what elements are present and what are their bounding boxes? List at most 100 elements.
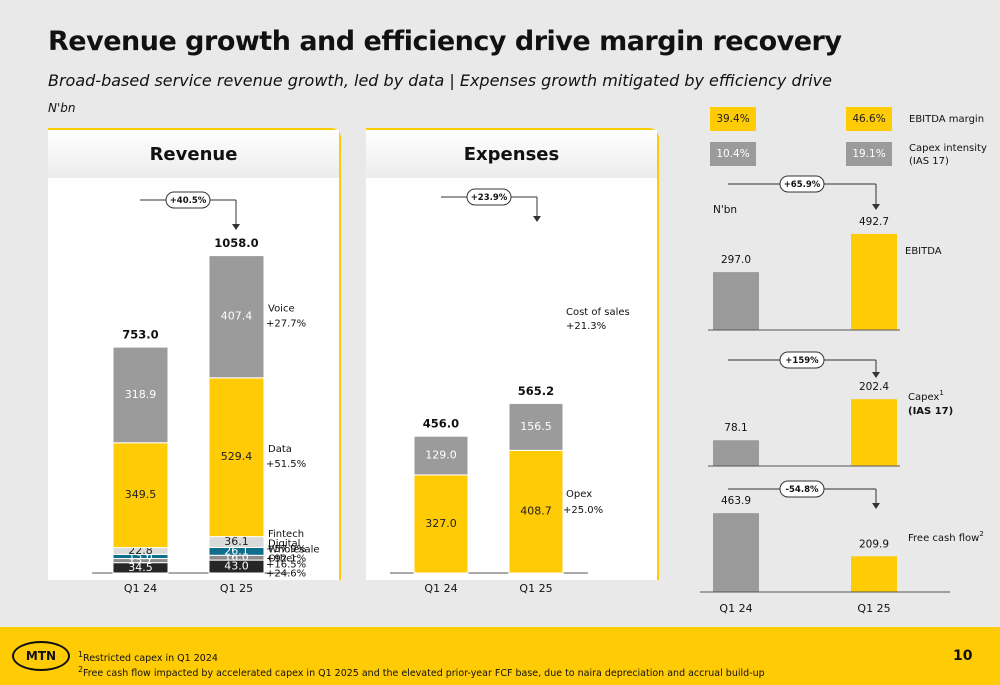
revenue-legend-name: Wholesale: [268, 545, 320, 556]
ratio-value: 19.1%: [852, 148, 885, 160]
right-growth-tag-659-bubble: [779, 175, 825, 193]
right-unit-label: N'bn: [713, 204, 737, 216]
expenses-bar-label: 327.0: [425, 517, 457, 530]
revenue-legend-growth: +24.6%: [266, 569, 306, 580]
revenue-growth-head: [232, 224, 240, 230]
page-number: 10: [953, 648, 973, 664]
revenue-legend-name: Data: [268, 444, 292, 455]
expenses-bar-cost-of-sales-0: [413, 435, 469, 476]
expenses-panel-title: Expenses: [366, 130, 657, 178]
ratio-label: EBITDA margin: [909, 114, 984, 125]
right-growth-tag-548-head: [872, 503, 880, 509]
revenue-total-label: 1058.0: [214, 236, 258, 250]
revenue-panel: Revenue: [48, 128, 341, 580]
expenses-bar-label: 129.0: [425, 449, 457, 462]
right-bar-capex-1: [851, 399, 897, 466]
right-growth-tag-659-label: +65.9%: [784, 180, 821, 190]
fcf-label: Free cash flow2: [908, 530, 984, 544]
right-growth-tag-159-head: [872, 372, 880, 378]
ratio-box-1-0: [710, 142, 756, 166]
capex-label: Capex1: [908, 389, 944, 403]
revenue-bar-data-1: [208, 377, 265, 538]
expenses-total-label: 565.2: [518, 384, 554, 398]
charts-canvas: Q1 24 Q1 2534.513.713.622.8349.5318.9753.…: [92, 107, 987, 615]
mtn-logo: MTN: [12, 641, 70, 671]
revenue-legend-growth: +51.5%: [266, 459, 306, 470]
revenue-bar-label: 36.1: [224, 535, 249, 548]
revenue-legend-name: Other: [268, 554, 297, 565]
revenue-bar-voice-0: [112, 346, 169, 444]
ratio-label: Capex intensity: [909, 143, 987, 154]
expenses-legend-growth: +21.3%: [566, 321, 606, 332]
revenue-legend-growth: +92.1%: [266, 553, 306, 564]
footer-bar: [0, 627, 1000, 685]
right-bar-capex-0: [713, 440, 759, 466]
right-bar-free-cash-flow-1: [851, 556, 897, 592]
right-growth-tag-659-head: [872, 204, 880, 210]
ratio-value: 46.6%: [852, 113, 885, 125]
revenue-bar-label: 349.5: [125, 488, 157, 501]
expenses-total-label: 456.0: [423, 417, 459, 431]
right-bar-value: 209.9: [859, 538, 889, 550]
right-category-label: Q1 25: [857, 602, 890, 615]
expenses-bar-label: 408.7: [520, 505, 552, 518]
revenue-legend-growth: +27.7%: [266, 319, 306, 330]
right-bar-value: 78.1: [724, 422, 747, 434]
right-bar-value: 463.9: [721, 495, 751, 507]
revenue-category-label: Q1 25: [220, 582, 253, 595]
right-category-label: Q1 24: [719, 602, 752, 615]
expenses-growth-bubble: [466, 188, 512, 206]
revenue-legend-name: Voice: [268, 304, 295, 315]
revenue-bar-label: 407.4: [221, 310, 253, 323]
right-growth-tag-548-bubble: [779, 480, 825, 498]
right-growth-tag-159-label: +159%: [785, 356, 819, 366]
revenue-bar-voice-1: [208, 255, 265, 379]
revenue-legend-growth: +16.5%: [266, 560, 306, 571]
expenses-category-label: Q1 25: [519, 582, 552, 595]
expenses-growth-head: [533, 216, 541, 222]
expenses-bar-cost-of-sales-1: [508, 402, 564, 451]
expenses-category-label: Q1 24: [424, 582, 457, 595]
expenses-bar-opex-1: [508, 449, 564, 574]
ratio-value: 10.4%: [716, 148, 749, 160]
page-title: Revenue growth and efficiency drive marg…: [48, 26, 842, 57]
revenue-category-label: Q1 24: [124, 582, 157, 595]
right-bar-value: 297.0: [721, 254, 751, 266]
expenses-legend-name: Opex: [566, 489, 592, 500]
expenses-growth-label: +23.9%: [471, 193, 508, 203]
right-bar-value: 202.4: [859, 381, 889, 393]
revenue-bar-label: 43.0: [224, 560, 249, 573]
ratio-box-1-1: [846, 142, 892, 166]
footnote-1: 1Restricted capex in Q1 2024: [78, 650, 218, 665]
expenses-bar-opex-0: [413, 474, 469, 574]
capex-label-2: (IAS 17): [908, 406, 953, 417]
ratio-box-0-0: [710, 107, 756, 131]
right-bar-value: 492.7: [859, 216, 889, 228]
revenue-growth-label: +40.5%: [170, 196, 207, 206]
right-growth-tag-159-bubble: [779, 351, 825, 369]
revenue-legend-growth: +57.9%: [266, 544, 306, 555]
expenses-legend-name: Cost of sales: [566, 307, 630, 318]
right-bar-free-cash-flow-0: [713, 513, 759, 592]
revenue-panel-title: Revenue: [48, 130, 339, 178]
footnote-2: 2Free cash flow impacted by accelerated …: [78, 665, 765, 680]
right-bar-ebitda-1: [851, 233, 897, 330]
revenue-legend-name: Fintech: [268, 529, 304, 540]
ratio-box-0-1: [846, 107, 892, 131]
revenue-bar-label: 34.5: [128, 561, 153, 574]
revenue-total-label: 753.0: [122, 328, 158, 342]
ratio-value: 39.4%: [716, 113, 749, 125]
expenses-legend-growth: +25.0%: [563, 505, 603, 516]
revenue-bar-label: 529.4: [221, 450, 253, 463]
revenue-growth-bubble: [165, 191, 211, 209]
right-bar-ebitda-0: [713, 272, 759, 330]
unit-label: N'bn: [48, 101, 76, 115]
expenses-bar-label: 156.5: [520, 420, 552, 433]
ratio-label: (IAS 17): [909, 156, 949, 167]
ebitda-label: EBITDA: [905, 246, 942, 257]
revenue-bar-label: 318.9: [125, 388, 157, 401]
revenue-bar-data-0: [112, 442, 169, 549]
revenue-legend-name: Digital: [268, 538, 300, 549]
page-subtitle: Broad-based service revenue growth, led …: [48, 71, 832, 90]
right-growth-tag-548-label: -54.8%: [785, 485, 818, 495]
